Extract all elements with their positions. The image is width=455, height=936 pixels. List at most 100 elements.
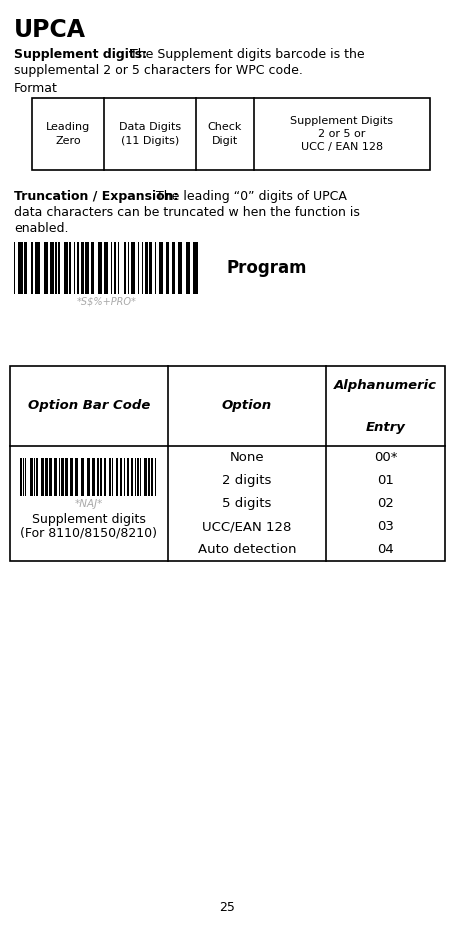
Text: Leading
Zero: Leading Zero <box>46 123 90 146</box>
Text: Data Digits
(11 Digits): Data Digits (11 Digits) <box>119 123 181 146</box>
Text: The Supplement digits barcode is the: The Supplement digits barcode is the <box>126 48 364 61</box>
Text: 02: 02 <box>377 497 394 510</box>
Text: UCC/EAN 128: UCC/EAN 128 <box>202 520 292 533</box>
Text: 5 digits: 5 digits <box>222 497 272 510</box>
Bar <box>100 458 102 496</box>
Bar <box>70 242 71 294</box>
Bar <box>36 458 38 496</box>
Bar <box>46 458 48 496</box>
Bar <box>114 242 116 294</box>
Text: 00*: 00* <box>374 451 397 464</box>
Text: Supplement digits:: Supplement digits: <box>14 48 147 61</box>
Bar <box>193 242 197 294</box>
Bar <box>98 242 102 294</box>
Bar <box>109 458 111 496</box>
Bar <box>70 458 73 496</box>
Bar <box>128 242 129 294</box>
Text: The leading “0” digits of UPCA: The leading “0” digits of UPCA <box>152 190 347 203</box>
Bar <box>140 458 141 496</box>
Bar <box>20 458 22 496</box>
Text: 01: 01 <box>377 474 394 487</box>
Bar <box>32 98 430 170</box>
Bar <box>104 242 108 294</box>
Bar <box>30 458 33 496</box>
Text: Alphanumeric

Entry: Alphanumeric Entry <box>334 378 437 433</box>
Bar <box>118 242 119 294</box>
Bar <box>138 242 139 294</box>
Bar <box>120 458 122 496</box>
Bar <box>10 366 445 561</box>
Bar <box>34 458 35 496</box>
Text: supplemental 2 or 5 characters for WPC code.: supplemental 2 or 5 characters for WPC c… <box>14 64 303 77</box>
Bar <box>65 458 68 496</box>
Bar <box>131 242 135 294</box>
Bar <box>124 242 126 294</box>
Bar <box>166 242 169 294</box>
Bar <box>112 458 113 496</box>
Text: Truncation / Expansion:: Truncation / Expansion: <box>14 190 178 203</box>
Text: Auto detection: Auto detection <box>198 543 296 556</box>
Bar <box>116 458 118 496</box>
Bar <box>104 458 106 496</box>
Bar <box>44 242 48 294</box>
Bar <box>135 458 136 496</box>
Bar <box>35 242 40 294</box>
Text: Option: Option <box>222 400 272 413</box>
Bar <box>59 458 61 496</box>
Text: UPCA: UPCA <box>14 18 86 42</box>
Bar <box>55 242 57 294</box>
Bar <box>127 458 129 496</box>
Bar <box>155 242 157 294</box>
Bar <box>142 242 143 294</box>
Bar <box>85 242 90 294</box>
Text: Check
Digit: Check Digit <box>208 123 242 146</box>
Bar <box>186 242 191 294</box>
Text: (For 8110/8150/8210): (For 8110/8150/8210) <box>20 527 157 540</box>
Bar <box>24 242 27 294</box>
Bar <box>111 242 112 294</box>
Bar <box>151 458 153 496</box>
Bar <box>87 458 90 496</box>
Bar <box>58 242 60 294</box>
Bar <box>144 458 147 496</box>
Text: Format: Format <box>14 82 58 95</box>
Bar <box>177 242 182 294</box>
Bar <box>23 458 24 496</box>
Bar <box>172 242 175 294</box>
Bar <box>124 458 125 496</box>
Text: Supplement Digits
2 or 5 or
UCC / EAN 128: Supplement Digits 2 or 5 or UCC / EAN 12… <box>290 116 394 153</box>
Bar <box>61 458 64 496</box>
Bar <box>41 458 45 496</box>
Text: 04: 04 <box>377 543 394 556</box>
Bar <box>54 458 57 496</box>
Bar <box>145 242 148 294</box>
Bar <box>81 458 84 496</box>
Text: Program: Program <box>227 259 308 277</box>
Bar <box>97 458 99 496</box>
Bar <box>74 242 75 294</box>
Bar <box>49 458 52 496</box>
Bar <box>148 458 150 496</box>
Bar <box>64 242 68 294</box>
Bar <box>149 242 152 294</box>
Bar <box>31 242 32 294</box>
Bar <box>18 242 23 294</box>
Text: enabled.: enabled. <box>14 222 69 235</box>
Text: 25: 25 <box>219 901 235 914</box>
Text: 03: 03 <box>377 520 394 533</box>
Bar <box>137 458 139 496</box>
Text: Supplement digits: Supplement digits <box>32 513 146 526</box>
Text: *S$%+PRO*: *S$%+PRO* <box>76 296 136 306</box>
Bar <box>159 242 163 294</box>
Bar <box>81 242 84 294</box>
Bar <box>75 458 78 496</box>
Bar <box>25 458 26 496</box>
Text: *NAJ*: *NAJ* <box>75 499 103 509</box>
Bar <box>14 242 15 294</box>
Bar <box>91 242 94 294</box>
Text: None: None <box>230 451 264 464</box>
Bar <box>50 242 54 294</box>
Bar <box>155 458 156 496</box>
Bar <box>131 458 132 496</box>
Text: 2 digits: 2 digits <box>222 474 272 487</box>
